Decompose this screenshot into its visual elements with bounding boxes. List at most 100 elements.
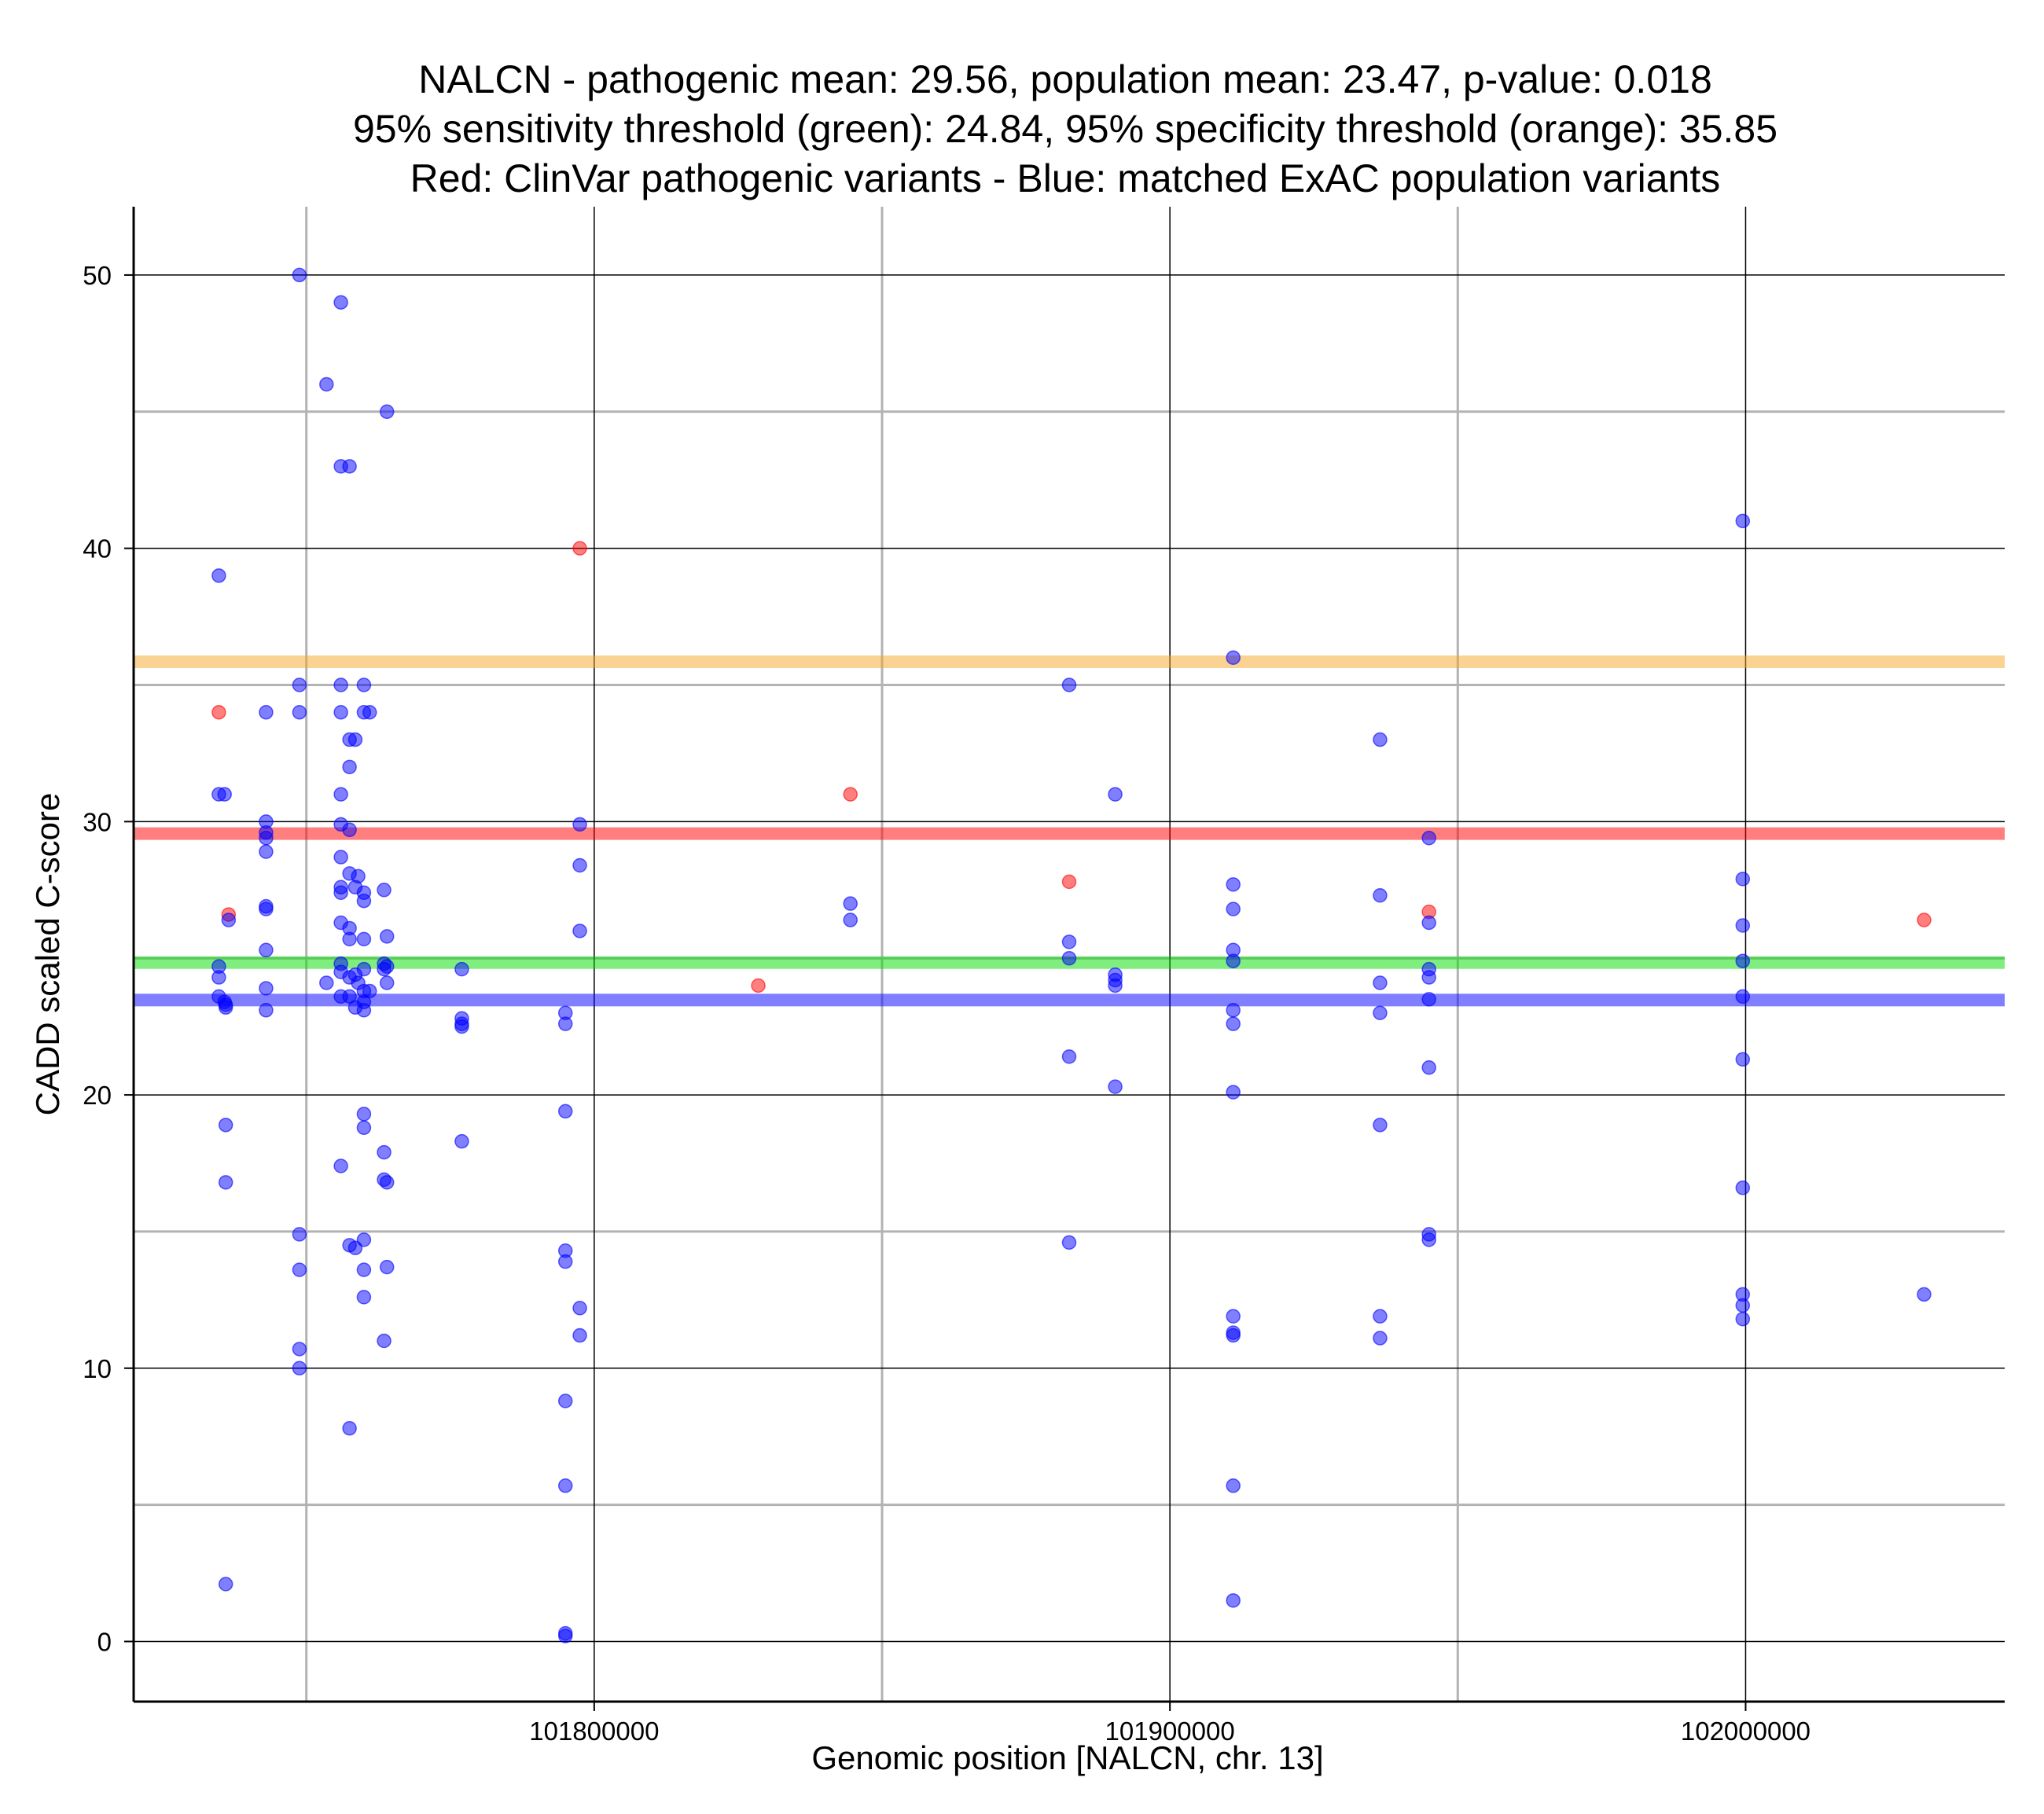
population-point <box>1373 975 1388 990</box>
population-point <box>1226 877 1241 892</box>
population-point <box>356 1232 372 1247</box>
population-point <box>1421 915 1436 931</box>
population-point <box>379 975 395 990</box>
population-point <box>333 850 348 865</box>
population-point <box>1735 1052 1751 1067</box>
population-point <box>1735 513 1751 529</box>
population-point <box>1735 918 1751 933</box>
population-point <box>1735 989 1751 1004</box>
y-tick-label: 40 <box>83 534 112 564</box>
population-point <box>218 1118 233 1133</box>
y-tick-labels: 0 10 20 30 40 50 <box>83 261 134 1657</box>
axes <box>132 207 2005 1703</box>
population-point <box>221 913 237 927</box>
population-point <box>1735 1298 1751 1313</box>
population-point <box>356 893 372 909</box>
population-point <box>377 1333 392 1349</box>
population-point <box>356 1262 372 1277</box>
population-point <box>333 677 348 692</box>
threshold-lines <box>134 655 2005 1007</box>
population-point <box>351 868 366 884</box>
population-point <box>259 981 274 996</box>
population-points <box>211 267 1932 1643</box>
population-point <box>356 961 372 977</box>
x-tick-label: 101900000 <box>1105 1717 1235 1746</box>
population-point <box>843 913 858 927</box>
population-point <box>342 931 357 947</box>
pathogenic-points <box>211 541 1932 993</box>
population-point <box>333 885 348 901</box>
population-point <box>217 787 232 802</box>
population-point <box>259 901 274 916</box>
population-point <box>342 822 357 838</box>
population-point <box>379 1175 395 1190</box>
population-point <box>557 1254 573 1269</box>
population-point <box>1421 1232 1436 1247</box>
population-point <box>1108 978 1123 993</box>
population-point <box>1108 787 1123 802</box>
population-point <box>333 1159 348 1173</box>
population-point <box>1226 1085 1241 1100</box>
population-point <box>1735 1181 1751 1195</box>
population-point <box>362 705 377 720</box>
title-line-3: Red: ClinVar pathogenic variants - Blue:… <box>410 156 1721 200</box>
population-point <box>1735 872 1751 887</box>
population-point <box>572 817 587 832</box>
population-point <box>362 983 377 999</box>
y-tick-label: 10 <box>83 1354 112 1383</box>
population-point <box>1373 1005 1388 1021</box>
y-tick-label: 50 <box>83 261 112 290</box>
population-point <box>572 1301 587 1316</box>
pathogenic-point <box>211 705 226 720</box>
population-point <box>1735 1311 1751 1327</box>
population-point <box>557 1016 573 1031</box>
population-point <box>572 857 587 873</box>
y-tick-label: 20 <box>83 1081 112 1110</box>
population-point <box>557 1629 573 1643</box>
population-point <box>342 459 357 474</box>
population-point <box>259 705 274 720</box>
population-point <box>1226 1593 1241 1608</box>
population-point <box>342 1421 357 1436</box>
population-point <box>1226 1309 1241 1324</box>
population-point <box>379 959 395 974</box>
pathogenic-point <box>1917 913 1932 927</box>
y-axis-title: CADD scaled C-score <box>29 793 66 1116</box>
x-axis-title: Genomic position [NALCN, chr. 13] <box>811 1739 1323 1776</box>
population-point <box>1421 992 1436 1007</box>
title-line-2: 95% sensitivity threshold (green): 24.84… <box>353 107 1777 151</box>
population-point <box>356 1107 372 1122</box>
population-point <box>379 1259 395 1275</box>
population-point <box>1226 1327 1241 1343</box>
population-point <box>356 1003 372 1018</box>
population-point <box>379 404 395 420</box>
population-point <box>292 677 307 692</box>
population-point <box>333 787 348 802</box>
population-point <box>1373 732 1388 747</box>
population-point <box>377 883 392 898</box>
population-point <box>454 1019 469 1034</box>
population-point <box>356 677 372 692</box>
population-point <box>356 1290 372 1305</box>
population-point <box>1421 830 1436 846</box>
population-point <box>356 1120 372 1136</box>
population-point <box>259 830 274 846</box>
population-point <box>1061 950 1077 966</box>
population-point <box>319 975 334 990</box>
population-point <box>259 1003 274 1018</box>
population-point <box>347 732 363 747</box>
population-point <box>292 1227 307 1242</box>
population-point <box>211 568 226 583</box>
population-point <box>454 1133 469 1149</box>
population-point <box>218 1577 233 1592</box>
population-point <box>292 267 307 283</box>
population-point <box>292 1360 307 1376</box>
population-point <box>572 1327 587 1343</box>
population-point <box>1061 1049 1077 1064</box>
population-point <box>379 929 395 944</box>
population-point <box>333 705 348 720</box>
population-point <box>1226 1003 1241 1018</box>
pathogenic-point <box>843 787 858 802</box>
